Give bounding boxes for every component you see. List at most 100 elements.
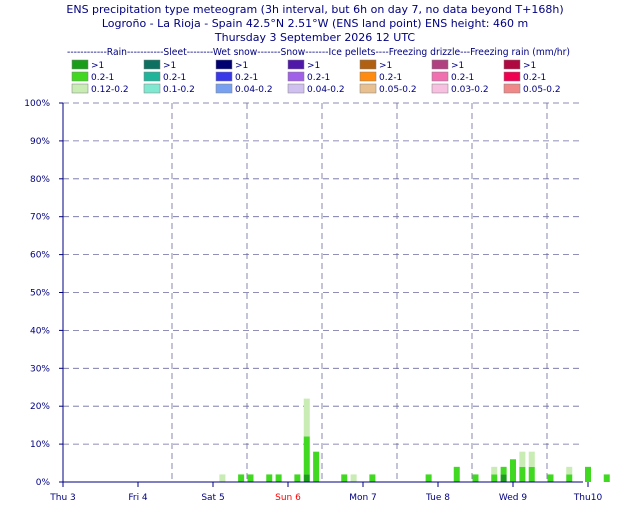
y-axis-ticks: 0% 10% 20% 30% 40% 50% 60% 70% 80% 90% 100% <box>24 99 63 488</box>
legend-swatch <box>431 83 449 94</box>
bar-segment-light <box>491 466 498 475</box>
legend-swatch <box>215 71 233 82</box>
legend-swatch <box>287 83 305 94</box>
bar-segment-moderate <box>238 474 245 482</box>
bar-segment-moderate <box>472 474 479 482</box>
legend-swatch <box>143 59 161 70</box>
x-tick-label: Sun 6 <box>275 493 301 503</box>
legend-label: 0.12-0.2 <box>91 85 129 95</box>
bar-segment-moderate <box>519 466 526 482</box>
y-tick-label: 80% <box>30 175 50 185</box>
legend-swatch <box>71 71 89 82</box>
legend-label: 0.2-1 <box>523 73 546 83</box>
legend-swatch <box>359 59 377 70</box>
legend-label: >1 <box>451 61 464 71</box>
legend-swatch <box>503 59 521 70</box>
bar-segment-moderate <box>547 474 554 482</box>
y-tick-label: 40% <box>30 326 50 336</box>
legend-label: 0.04-0.2 <box>235 85 273 95</box>
bar-segment-moderate <box>303 436 310 475</box>
legend-swatch <box>143 71 161 82</box>
chart-title-line-3: Thursday 3 September 2026 12 UTC <box>214 31 416 44</box>
y-tick-label: 70% <box>30 213 50 223</box>
bar-segment-light <box>519 451 526 467</box>
legend-swatch <box>503 83 521 94</box>
legend-label: 0.2-1 <box>307 73 330 83</box>
bar-segment-moderate <box>453 466 460 482</box>
bar-segment-light <box>219 474 226 482</box>
bar-segment-moderate <box>528 466 535 482</box>
bar-segment-moderate <box>294 474 301 482</box>
x-tick-label: Sat 5 <box>201 493 224 503</box>
bar-segment-moderate <box>247 474 254 482</box>
bar-segment-moderate <box>585 466 591 482</box>
x-tick-label: Wed 9 <box>499 493 527 503</box>
bar-segment-moderate <box>425 474 432 482</box>
legend-swatch <box>431 71 449 82</box>
y-tick-label: 60% <box>30 251 50 261</box>
x-tick-label: Mon 7 <box>349 493 377 503</box>
bar-segment-moderate <box>510 459 516 482</box>
bar-segment-light <box>566 466 573 475</box>
legend-swatch <box>359 83 377 94</box>
bar-segment-moderate <box>275 474 282 482</box>
legend-swatch <box>143 83 161 94</box>
legend-label: >1 <box>523 61 536 71</box>
bar-segment-heavy <box>303 474 310 482</box>
x-tick-label: Tue 8 <box>425 493 450 503</box>
bar-segment-moderate <box>369 474 376 482</box>
legend-swatch <box>503 71 521 82</box>
y-tick-label: 0% <box>36 478 51 488</box>
x-axis-ticks: Thu 3 Fri 4 Sat 5 Sun 6 Mon 7 Tue 8 Wed 9 Thu10 <box>49 482 602 503</box>
bar-segment-light <box>303 398 310 437</box>
x-tick-label: Thu 3 <box>49 493 76 503</box>
x-tick-label: Fri 4 <box>128 493 148 503</box>
bar-segment-moderate <box>500 466 507 475</box>
legend-label: 0.04-0.2 <box>307 85 345 95</box>
x-tick-label: Thu10 <box>573 493 603 503</box>
bar-segment-moderate <box>313 451 320 482</box>
y-tick-label: 90% <box>30 137 50 147</box>
legend-label: 0.2-1 <box>379 73 402 83</box>
legend-label: 0.05-0.2 <box>379 85 417 95</box>
y-tick-label: 10% <box>30 440 50 450</box>
legend-swatch <box>71 59 89 70</box>
legend-swatch <box>287 59 305 70</box>
legend-label: 0.03-0.2 <box>451 85 489 95</box>
legend-swatch <box>215 83 233 94</box>
legend-swatch <box>359 71 377 82</box>
legend-swatch <box>71 83 89 94</box>
legend-swatch <box>431 59 449 70</box>
chart-title-line-2: Logroño - La Rioja - Spain 42.5°N 2.51°W… <box>102 17 528 30</box>
bar-segment-moderate <box>341 474 348 482</box>
legend-label: 0.2-1 <box>235 73 258 83</box>
legend: >1 0.2-1 0.12-0.2 >1 0.2-1 0.1-0.2 >1 0.2-1 0.04… <box>71 59 561 95</box>
y-tick-label: 30% <box>30 364 50 374</box>
legend-header: ------------Rain-----------Sleet--------… <box>67 47 570 58</box>
bar-segment-light <box>350 474 357 482</box>
legend-label: >1 <box>163 61 176 71</box>
legend-label: >1 <box>307 61 320 71</box>
legend-label: >1 <box>91 61 104 71</box>
legend-label: 0.05-0.2 <box>523 85 561 95</box>
bar-segment-light <box>528 451 535 467</box>
chart-title-line-1: ENS precipitation type meteogram (3h int… <box>66 3 563 16</box>
bar-segment-moderate <box>266 474 273 482</box>
legend-label: >1 <box>235 61 248 71</box>
grid <box>63 102 583 482</box>
y-tick-label: 100% <box>24 99 50 109</box>
legend-label: 0.2-1 <box>91 73 114 83</box>
y-tick-label: 20% <box>30 402 50 412</box>
bar-segment-heavy <box>500 474 507 482</box>
bar-segment-moderate <box>491 474 498 482</box>
bars <box>219 398 610 482</box>
legend-swatch <box>287 71 305 82</box>
legend-label: 0.2-1 <box>163 73 186 83</box>
legend-label: 0.1-0.2 <box>163 85 195 95</box>
legend-label: >1 <box>379 61 392 71</box>
legend-label: 0.2-1 <box>451 73 474 83</box>
bar-segment-moderate <box>566 474 573 482</box>
y-tick-label: 50% <box>30 289 50 299</box>
bar-segment-moderate <box>603 474 610 482</box>
